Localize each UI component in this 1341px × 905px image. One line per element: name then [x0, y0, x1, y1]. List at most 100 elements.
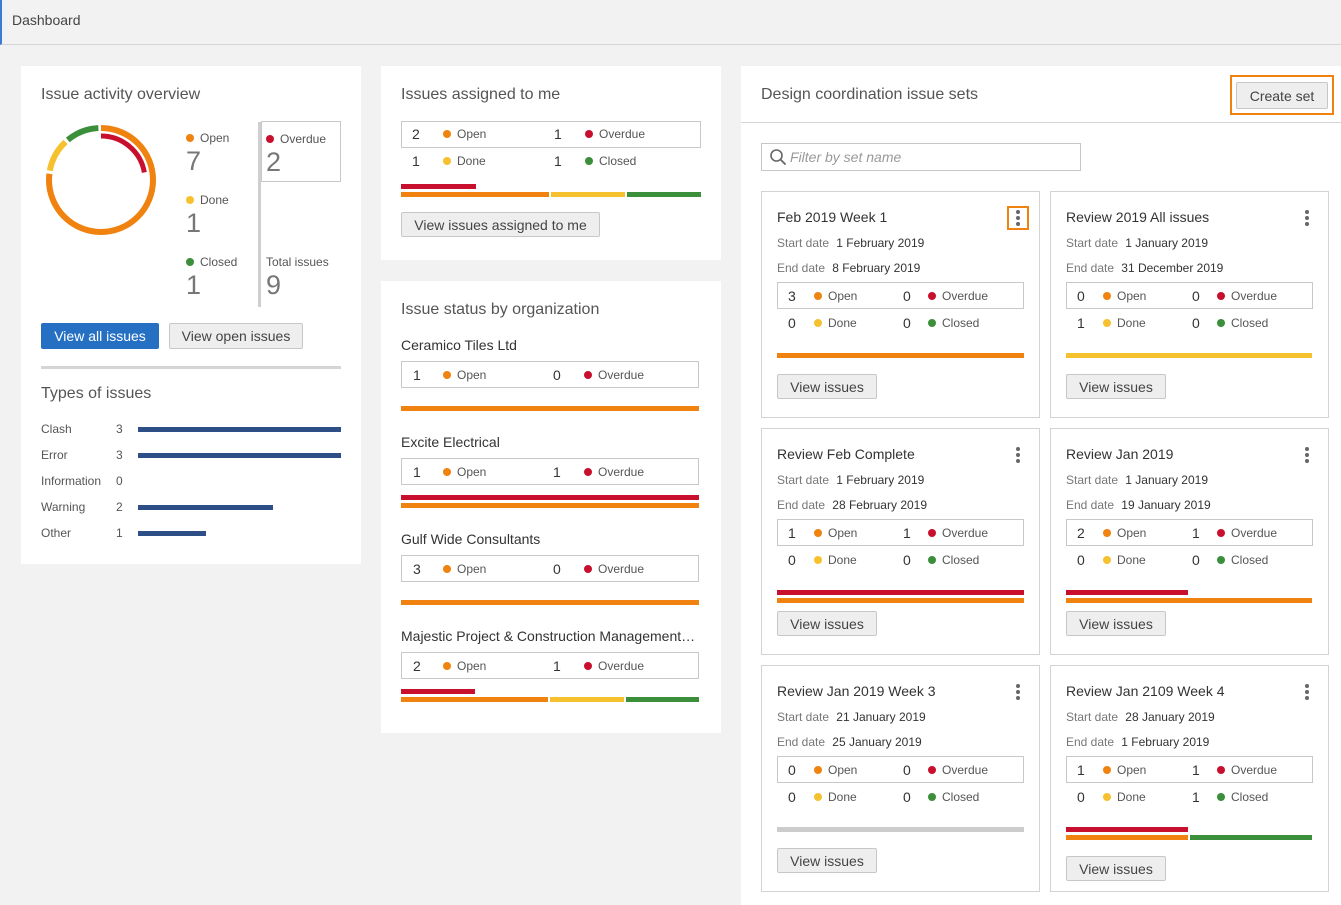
overdue-dot-icon: [584, 662, 592, 670]
done-dot-icon: [1103, 793, 1111, 801]
issue-set-status-bar: [777, 827, 1024, 832]
issue-set-status-bar: [1190, 835, 1312, 840]
view-assigned-issues-button[interactable]: View issues assigned to me: [401, 212, 600, 237]
issue-set-overdue-label: Overdue: [928, 526, 988, 540]
overview-overdue-label: Overdue: [266, 132, 326, 146]
org-open-count: 1: [413, 367, 421, 383]
org-open-count: 1: [413, 464, 421, 480]
issue-set-closed-count: 0: [903, 552, 911, 568]
overdue-dot-icon: [266, 135, 274, 143]
org-name: Majestic Project & Construction Manageme…: [401, 628, 696, 644]
issue-set-done-label: Done: [1103, 553, 1146, 567]
assigned-overdue-label: Overdue: [585, 127, 645, 141]
issue-set-overdue-count: 1: [1192, 762, 1200, 778]
done-dot-icon: [186, 196, 194, 204]
done-dot-icon: [814, 319, 822, 327]
issue-set-overdue-count: 0: [1192, 288, 1200, 304]
issue-set-title: Review 2019 All issues: [1066, 209, 1210, 225]
open-dot-icon: [814, 292, 822, 300]
overview-open-label: Open: [186, 131, 229, 145]
view-issues-button[interactable]: View issues: [1066, 374, 1166, 399]
page-title: Dashboard: [12, 12, 81, 28]
issue-set-open-count: 1: [788, 525, 796, 541]
assigned-panel: Issues assigned to me 2 Open 1 Overdue 1…: [381, 66, 721, 260]
org-open-label: Open: [443, 659, 486, 673]
issue-set-status-bar: [777, 590, 1024, 595]
issue-type-bar: [138, 505, 273, 510]
org-status-panel: Issue status by organization Ceramico Ti…: [381, 281, 721, 733]
more-vertical-icon[interactable]: [1007, 443, 1029, 467]
overdue-dot-icon: [928, 529, 936, 537]
issue-set-done-count: 0: [788, 315, 796, 331]
org-closed-bar: [626, 697, 699, 702]
closed-dot-icon: [186, 258, 194, 266]
closed-dot-icon: [1217, 793, 1225, 801]
org-open-label: Open: [443, 562, 486, 576]
issue-set-status-bar: [777, 598, 1024, 603]
issue-type-count: 3: [116, 448, 123, 462]
open-dot-icon: [1103, 292, 1111, 300]
issue-set-overdue-count: 1: [1192, 525, 1200, 541]
open-dot-icon: [443, 565, 451, 573]
done-dot-icon: [814, 793, 822, 801]
overdue-dot-icon: [585, 130, 593, 138]
assigned-overdue-bar: [401, 184, 476, 189]
open-dot-icon: [186, 134, 194, 142]
closed-dot-icon: [1217, 556, 1225, 564]
view-issues-button[interactable]: View issues: [1066, 611, 1166, 636]
view-issues-button[interactable]: View issues: [1066, 856, 1166, 881]
view-open-issues-button[interactable]: View open issues: [169, 323, 303, 349]
closed-dot-icon: [928, 793, 936, 801]
org-overdue-label: Overdue: [584, 562, 644, 576]
more-vertical-icon[interactable]: [1296, 443, 1318, 467]
issue-type-name: Other: [41, 526, 72, 540]
overview-total-label: Total issues: [266, 255, 329, 269]
issue-set-title: Feb 2019 Week 1: [777, 209, 888, 225]
assigned-open-label: Open: [443, 127, 486, 141]
overdue-dot-icon: [928, 766, 936, 774]
more-vertical-icon[interactable]: [1007, 680, 1029, 704]
org-stats-box: [401, 458, 699, 485]
issue-set-start: Start date 1 February 2019: [777, 473, 925, 487]
create-set-button[interactable]: Create set: [1236, 82, 1328, 109]
filter-sets-search[interactable]: [761, 143, 1081, 171]
overdue-dot-icon: [1217, 529, 1225, 537]
view-issues-button[interactable]: View issues: [777, 848, 877, 873]
view-all-issues-button[interactable]: View all issues: [41, 323, 159, 349]
issue-set-open-count: 0: [788, 762, 796, 778]
issue-set-done-count: 1: [1077, 315, 1085, 331]
issue-set-done-label: Done: [814, 790, 857, 804]
issue-set-start: Start date 28 January 2019: [1066, 710, 1215, 724]
types-divider: [41, 366, 341, 369]
filter-sets-input[interactable]: [790, 148, 1070, 166]
issue-set-card: Review Feb Complete Start date 1 February…: [761, 428, 1040, 655]
issue-set-closed-label: Closed: [1217, 553, 1268, 567]
issue-activity-panel: Issue activity overview Open 7 Done 1 Cl…: [21, 66, 361, 564]
org-open-bar: [401, 406, 699, 411]
org-done-bar: [550, 697, 624, 702]
assigned-closed-count: 1: [554, 153, 562, 169]
org-name: Excite Electrical: [401, 434, 500, 450]
assigned-done-label: Done: [443, 154, 486, 168]
done-dot-icon: [1103, 556, 1111, 564]
issue-sets-title: Design coordination issue sets: [761, 86, 979, 103]
more-vertical-icon[interactable]: [1007, 206, 1029, 230]
open-dot-icon: [1103, 766, 1111, 774]
issue-type-name: Information: [41, 474, 102, 488]
issue-set-end: End date 31 December 2019: [1066, 261, 1224, 275]
org-overdue-label: Overdue: [584, 368, 644, 382]
open-dot-icon: [814, 766, 822, 774]
issue-set-overdue-label: Overdue: [928, 763, 988, 777]
view-issues-button[interactable]: View issues: [777, 611, 877, 636]
more-vertical-icon[interactable]: [1296, 680, 1318, 704]
view-issues-button[interactable]: View issues: [777, 374, 877, 399]
issue-set-closed-label: Closed: [1217, 790, 1268, 804]
issue-activity-title: Issue activity overview: [41, 86, 201, 103]
more-vertical-icon[interactable]: [1296, 206, 1318, 230]
assigned-done-bar: [551, 192, 625, 197]
overview-closed-count: 1: [186, 270, 202, 300]
issue-set-closed-count: 1: [1192, 789, 1200, 805]
issue-type-count: 1: [116, 526, 123, 540]
issue-set-end: End date 28 February 2019: [777, 498, 928, 512]
overview-open-count: 7: [186, 146, 202, 176]
